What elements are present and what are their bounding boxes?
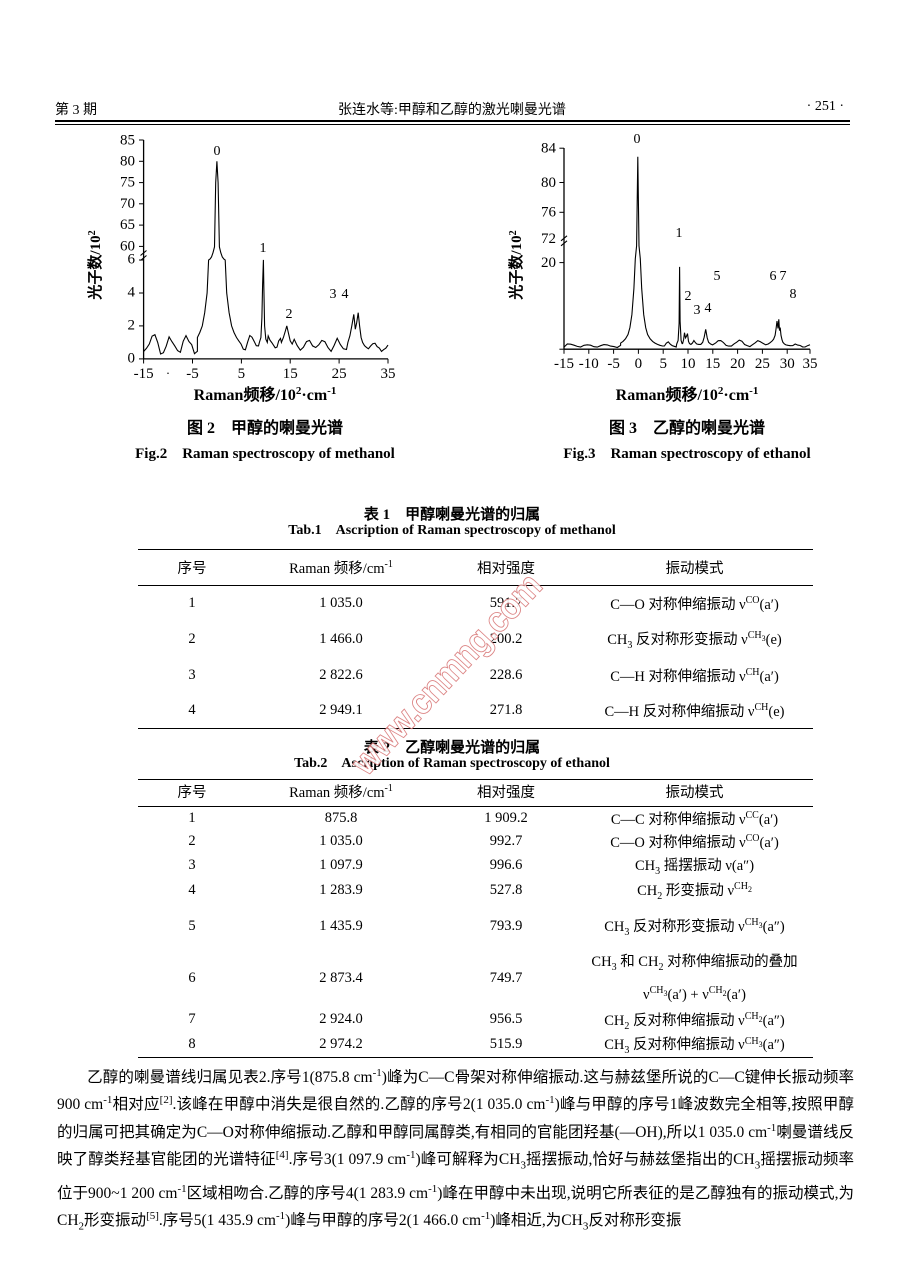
svg-text:3: 3 <box>694 303 701 318</box>
svg-text:1: 1 <box>676 226 683 241</box>
svg-text:80: 80 <box>541 175 556 191</box>
svg-text:7: 7 <box>780 269 787 284</box>
svg-text:20: 20 <box>541 255 556 271</box>
svg-text:10: 10 <box>681 356 696 372</box>
svg-text:Fig.3 Raman spectroscopy of et: Fig.3 Raman spectroscopy of ethanol <box>563 446 810 462</box>
svg-text:0: 0 <box>634 132 641 147</box>
svg-text:4: 4 <box>705 301 712 316</box>
svg-text:72: 72 <box>541 231 556 247</box>
svg-text:5: 5 <box>659 356 667 372</box>
svg-text:-10: -10 <box>579 356 599 372</box>
svg-text:15: 15 <box>705 356 720 372</box>
svg-text:84: 84 <box>541 141 557 157</box>
svg-text:20: 20 <box>730 356 745 372</box>
svg-text:76: 76 <box>541 205 557 221</box>
svg-text:-15: -15 <box>554 356 574 372</box>
svg-text:Raman频移/102·cm-1: Raman频移/102·cm-1 <box>616 385 759 404</box>
svg-text:25: 25 <box>755 356 770 372</box>
svg-text:图 3 乙醇的喇曼光谱: 图 3 乙醇的喇曼光谱 <box>609 418 765 437</box>
svg-text:35: 35 <box>803 356 818 372</box>
svg-text:2: 2 <box>685 289 692 304</box>
svg-text:30: 30 <box>780 356 795 372</box>
svg-text:6: 6 <box>770 269 777 284</box>
svg-text:8: 8 <box>790 287 797 302</box>
svg-text:0: 0 <box>635 356 643 372</box>
svg-text:光子数/102: 光子数/102 <box>507 230 525 300</box>
svg-text:5: 5 <box>714 269 721 284</box>
svg-text:-5: -5 <box>607 356 620 372</box>
